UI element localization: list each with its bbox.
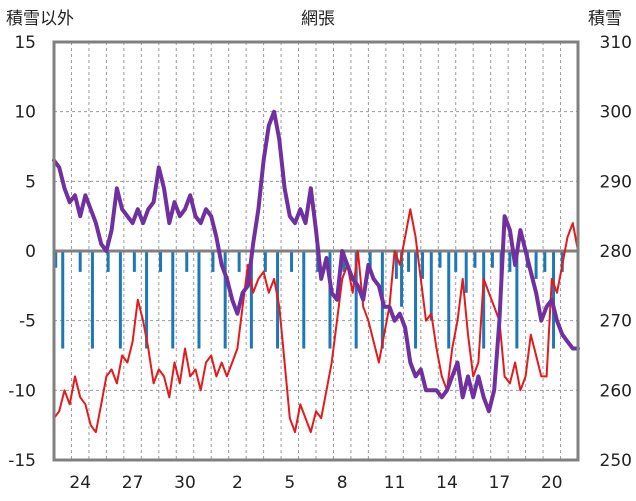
precip-bar [197,251,201,349]
precip-bar [508,251,512,272]
x-tick-label: 14 [436,473,458,493]
precip-bar [249,251,253,349]
precip-bar [61,251,65,349]
grid-layer [54,42,578,460]
left-y-tick-label: -15 [8,451,36,471]
temperature-line [53,208,579,434]
precip-bar [354,251,358,349]
precip-bar [145,251,149,349]
x-axis-ticks: 24 27 30 2 5 8 11 14 17 20 [69,473,562,493]
precip-bar [118,251,122,349]
snow-depth-line [52,109,580,414]
precip-bar [159,251,163,272]
x-tick-label: 11 [384,473,406,493]
precip-bar [473,251,477,268]
precip-bar [534,251,538,279]
right-y-tick-label: 260 [600,381,632,401]
precip-bar [429,251,433,321]
series-lines [52,109,580,434]
x-tick-label: 30 [174,473,196,493]
left-y-tick-label: -5 [19,312,36,332]
left-y-tick-label: 15 [14,33,36,53]
precip-bar [490,251,494,268]
precip-bar [482,251,486,349]
right-axis-label: 積雪 [588,9,622,29]
precip-bar [447,251,451,349]
precip-bar [302,251,306,349]
precip-bar [421,251,425,279]
x-tick-label: 5 [284,473,295,493]
right-y-axis-ticks: 310 300 290 280 270 260 250 [600,33,632,471]
precip-bar [237,251,241,272]
x-tick-label: 24 [69,473,91,493]
precip-bar [328,251,332,349]
precip-bar [185,251,189,272]
precip-bar [414,251,418,349]
right-y-tick-label: 280 [600,242,632,262]
precip-bar [106,251,110,272]
x-tick-label: 17 [489,473,511,493]
right-y-tick-label: 290 [600,172,632,192]
precip-bar [211,251,215,272]
precip-bar [400,251,404,307]
precip-bar [263,251,267,272]
precip-bar [171,251,175,349]
precip-bar [464,251,468,293]
x-tick-label: 8 [337,473,348,493]
precip-bar [438,251,442,268]
precip-bar [342,251,346,272]
right-y-tick-label: 300 [600,103,632,123]
precip-bar [290,251,294,272]
precip-bar [90,251,94,349]
precip-bar [368,251,372,272]
left-y-tick-label: -10 [8,381,36,401]
x-tick-label: 27 [122,473,144,493]
x-tick-label: 2 [232,473,243,493]
precip-bar [407,251,411,272]
precip-bar [543,251,547,272]
precipitation-bars [54,251,564,349]
chart-title: 網張 [301,9,335,29]
precip-bar [394,251,398,279]
precip-bar [78,251,82,272]
left-axis-label: 積雪以外 [6,9,74,29]
x-tick-label: 20 [541,473,563,493]
left-y-axis-ticks: 15 10 5 0 -5 -10 -15 [8,33,36,471]
precip-bar [54,251,58,268]
precip-bar [223,251,227,349]
right-y-tick-label: 250 [600,451,632,471]
left-y-tick-label: 10 [14,103,36,123]
right-y-tick-label: 270 [600,312,632,332]
plot-frame [52,40,580,462]
precip-bar [515,251,519,349]
precip-bar [454,251,458,272]
right-y-tick-label: 310 [600,33,632,53]
left-y-tick-label: 0 [25,242,36,262]
precip-bar [132,251,136,272]
left-y-tick-label: 5 [25,172,36,192]
